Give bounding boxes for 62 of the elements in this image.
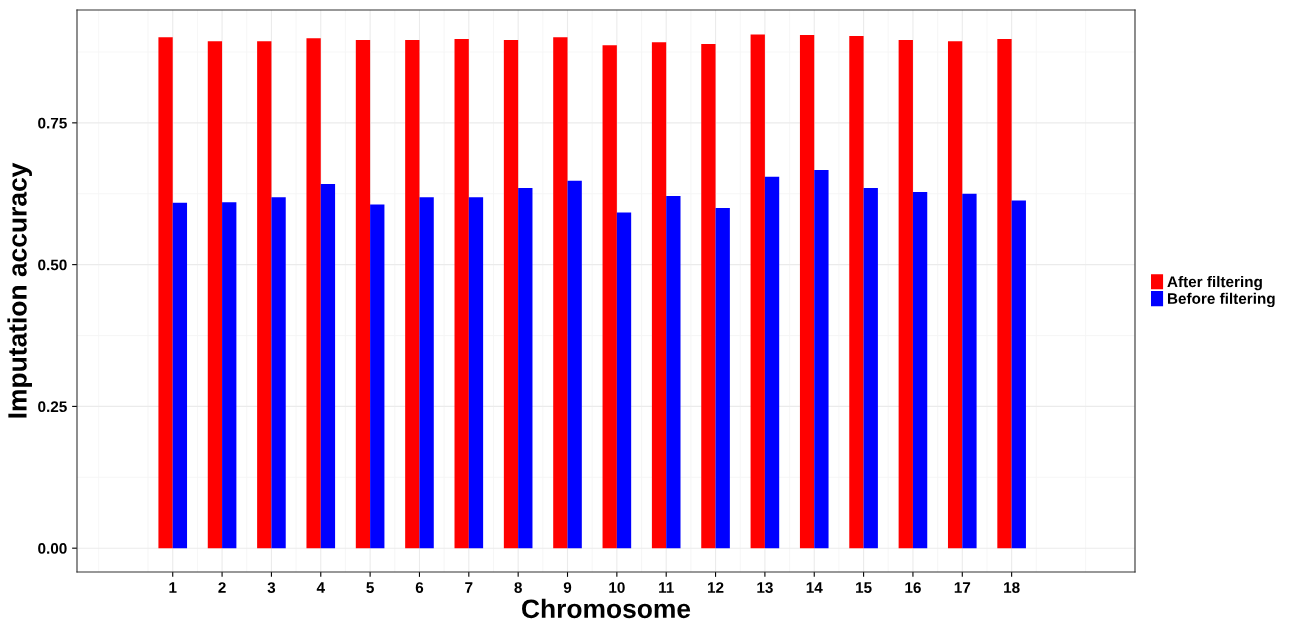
bar <box>666 196 681 549</box>
bar <box>701 44 716 549</box>
bar <box>799 34 815 549</box>
bar <box>616 212 632 549</box>
x-tick-label: 7 <box>465 582 473 593</box>
y-tick-label: 0.75 <box>38 117 67 129</box>
bar <box>257 41 272 549</box>
x-tick-label: 17 <box>954 582 971 593</box>
x-tick-label: 9 <box>563 582 572 593</box>
bar <box>814 169 829 549</box>
x-tick-label: 2 <box>218 582 226 593</box>
bar <box>468 197 484 549</box>
bar <box>355 40 371 549</box>
x-tick-label: 10 <box>609 582 625 593</box>
y-axis-title: Imputation accuracy <box>7 162 32 418</box>
y-tick-label: 0.00 <box>38 543 67 554</box>
x-axis-title: Chromosome <box>522 598 691 619</box>
x-tick-label: 6 <box>415 582 424 593</box>
bar <box>207 41 223 549</box>
x-tick-label: 13 <box>757 582 773 593</box>
bar <box>863 188 878 549</box>
bar <box>370 204 385 549</box>
x-tick-label: 8 <box>514 582 522 593</box>
y-tick-label: 0.25 <box>38 401 67 413</box>
x-tick-label: 3 <box>267 582 276 593</box>
y-tick-label: 0.50 <box>38 259 67 271</box>
bar <box>503 40 519 549</box>
bar <box>419 197 434 549</box>
bar <box>947 41 963 549</box>
bar <box>172 202 188 549</box>
bar <box>997 38 1012 549</box>
bar <box>750 34 765 549</box>
bar <box>962 193 977 549</box>
x-tick-label: 18 <box>1004 582 1020 593</box>
bar <box>849 36 864 549</box>
x-tick-label: 5 <box>366 582 374 593</box>
bar <box>306 38 321 549</box>
bar <box>567 180 582 549</box>
bar <box>271 197 286 549</box>
x-tick-label: 14 <box>806 582 823 593</box>
bar <box>651 42 667 549</box>
bar <box>405 40 420 549</box>
x-tick-label: 12 <box>708 582 724 593</box>
x-tick-label: 1 <box>169 582 177 593</box>
bar <box>764 176 780 549</box>
legend-label: After filtering <box>1167 275 1262 291</box>
bar <box>898 40 913 549</box>
bar <box>518 188 533 549</box>
x-tick-label: 11 <box>659 582 674 593</box>
bar <box>222 202 237 549</box>
legend-label: Before filtering <box>1167 292 1275 308</box>
x-tick-label: 4 <box>316 582 325 593</box>
bar <box>1011 200 1026 549</box>
bar <box>553 37 568 549</box>
x-tick-label: 16 <box>905 582 921 593</box>
bar <box>602 45 617 549</box>
bar <box>715 207 730 549</box>
bar <box>912 192 928 549</box>
bar <box>158 37 173 549</box>
bar <box>454 38 469 549</box>
bar <box>320 184 336 549</box>
x-tick-label: 15 <box>856 582 872 593</box>
